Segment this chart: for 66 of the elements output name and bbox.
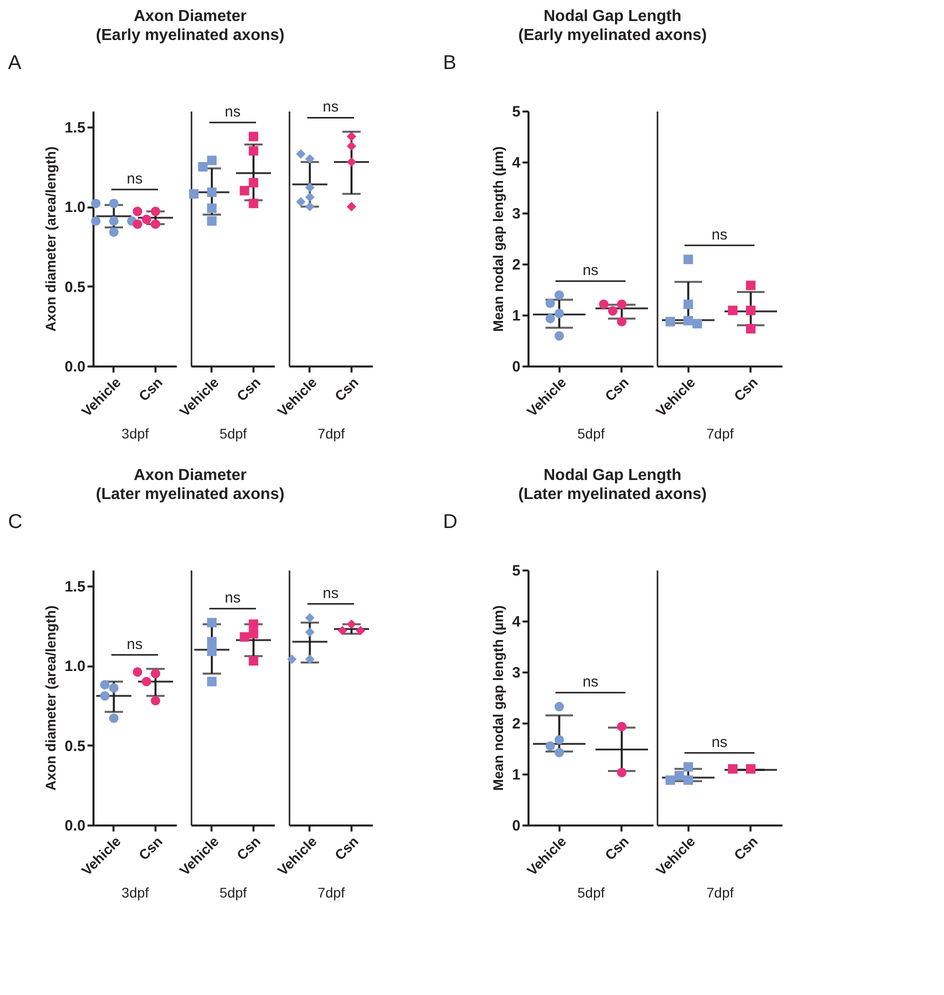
annotation: ns: [126, 170, 143, 188]
annotation: ns: [322, 98, 339, 116]
y-tick-label: 4: [512, 154, 522, 172]
y-tick-label: 1.5: [64, 578, 86, 596]
annotation: ns: [224, 104, 241, 120]
x-axis-title: 5dpf: [220, 426, 247, 442]
chart-subtitle: (Later myelinated axons): [96, 486, 284, 503]
y-tick-label: 1: [512, 766, 520, 784]
y-tick-label: 2: [512, 256, 520, 274]
annotation: ns: [582, 674, 598, 691]
y-tick-label: 3: [512, 206, 520, 222]
x-axis-title: 5dpf: [577, 426, 605, 442]
x-tick-label: Csn: [233, 374, 264, 404]
x-tick-label: Csn: [602, 374, 632, 404]
x-axis-title: 7dpf: [706, 426, 734, 442]
y-axis-title: Mean nodal gap length (µm): [490, 605, 506, 791]
chart-title: Nodal Gap Length: [544, 8, 682, 25]
annotation: ns: [712, 734, 728, 751]
y-axis-title: Mean nodal gap length (µm): [490, 146, 506, 332]
y-axis-title: Axon diameter (area/length): [42, 605, 59, 791]
y-tick-label: 0.5: [64, 738, 86, 755]
text: A: [8, 52, 22, 74]
annotation: ns: [712, 226, 728, 244]
x-tick-label: Csn: [233, 833, 264, 864]
annotation: ns: [224, 590, 241, 607]
x-axis-title: 7dpf: [318, 884, 345, 901]
x-axis-title: 5dpf: [577, 884, 605, 901]
x-tick-label: Csn: [730, 374, 761, 404]
y-tick-label: 0.0: [64, 818, 86, 834]
annotation: ns: [322, 584, 339, 602]
y-tick-label: 4: [512, 614, 522, 630]
x-axis-title: 3dpf: [122, 884, 149, 901]
x-tick-label: Csn: [135, 374, 166, 404]
chart-subtitle: (Early myelinated axons): [96, 27, 284, 44]
chart-title: Nodal Gap Length: [544, 467, 682, 484]
y-axis-title: Axon diameter (area/length): [42, 146, 59, 332]
y-tick-label: 1.0: [64, 199, 86, 216]
y-tick-label: 0: [512, 358, 520, 376]
chart-subtitle: (Later myelinated axons): [518, 486, 707, 503]
y-tick-label: 3: [512, 664, 520, 682]
y-tick-label: 1: [512, 308, 520, 324]
x-axis-title: 7dpf: [706, 884, 734, 901]
y-tick-label: 2: [512, 716, 520, 732]
y-tick-label: 1.0: [64, 658, 86, 676]
x-tick-label: Csn: [331, 833, 362, 864]
annotation: ns: [582, 262, 598, 280]
y-tick-label: 5: [512, 104, 520, 120]
chart-title: Axon Diameter: [134, 8, 247, 25]
y-tick-label: 0: [512, 818, 520, 834]
y-tick-label: 5: [512, 562, 520, 580]
x-tick-label: Csn: [730, 833, 761, 864]
x-axis-title: 5dpf: [220, 884, 247, 901]
x-axis-title: 7dpf: [318, 426, 345, 442]
chart-title: Axon Diameter: [134, 467, 247, 484]
x-tick-label: Csn: [135, 833, 166, 864]
y-tick-label: 0.0: [64, 358, 86, 376]
x-axis-title: 3dpf: [122, 426, 149, 442]
y-tick-label: 0.5: [64, 278, 86, 296]
chart-subtitle: (Early myelinated axons): [518, 27, 707, 44]
x-tick-label: Csn: [602, 833, 632, 864]
text: D: [443, 511, 458, 533]
annotation: ns: [126, 636, 143, 653]
y-tick-label: 1.5: [64, 119, 86, 136]
text: C: [8, 511, 22, 533]
text: B: [443, 52, 456, 74]
x-tick-label: Csn: [331, 374, 362, 404]
